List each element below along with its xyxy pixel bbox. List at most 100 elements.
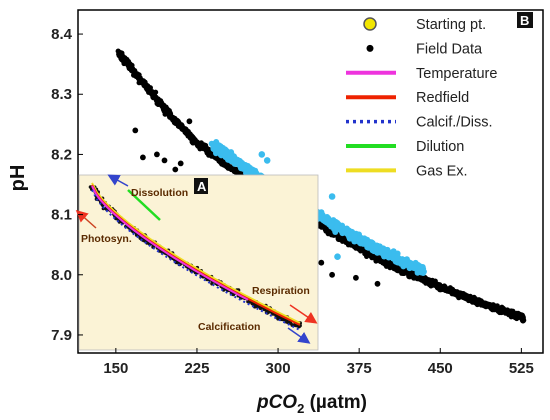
data-point bbox=[442, 287, 448, 293]
data-point bbox=[461, 293, 467, 299]
inset-model-lines bbox=[91, 182, 301, 331]
data-point bbox=[476, 297, 482, 303]
data-point bbox=[131, 72, 137, 78]
data-point bbox=[381, 246, 388, 253]
data-point bbox=[341, 228, 348, 235]
legend-item-field-data: Field Data bbox=[366, 41, 483, 57]
inset-line-calcif bbox=[91, 189, 301, 331]
inset-panel: Dissolution Photosyn. Respiration Calcif… bbox=[75, 174, 319, 351]
legend-item-gas-ex: Gas Ex. bbox=[346, 163, 468, 179]
data-point bbox=[160, 104, 166, 110]
dissolution-arrow bbox=[107, 174, 129, 187]
x-axis-title-unit: (µatm) bbox=[304, 392, 367, 413]
x-axis-title-prefix: pCO bbox=[256, 392, 297, 413]
outlier-point bbox=[374, 280, 381, 287]
inset-point bbox=[258, 306, 263, 311]
legend: Starting pt. Field Data Temperature Redfiel… bbox=[346, 17, 497, 179]
y-tick-label: 7.9 bbox=[51, 327, 72, 344]
data-point bbox=[334, 219, 341, 226]
x-tick-label: 525 bbox=[509, 360, 534, 377]
legend-item-dilution: Dilution bbox=[346, 139, 464, 155]
inset-panel-letter: A bbox=[197, 179, 207, 194]
data-point bbox=[407, 260, 414, 267]
data-point bbox=[357, 236, 364, 243]
inset-background bbox=[78, 174, 319, 351]
x-tick-label: 450 bbox=[428, 360, 453, 377]
data-point bbox=[373, 245, 379, 252]
inset-label-calcification: Calcification bbox=[198, 321, 260, 333]
outlier-point bbox=[263, 157, 271, 164]
data-point bbox=[422, 274, 428, 281]
data-point bbox=[480, 301, 486, 307]
outlier-point bbox=[140, 154, 146, 161]
data-point bbox=[138, 80, 145, 86]
outlier-point bbox=[328, 193, 336, 200]
legend-swatch bbox=[363, 17, 377, 31]
y-tick-label: 8.3 bbox=[51, 86, 72, 103]
data-point bbox=[351, 232, 358, 239]
outlier-point bbox=[154, 151, 160, 158]
inset-arrows bbox=[75, 174, 318, 344]
panel-letter: B bbox=[520, 13, 529, 28]
data-point bbox=[192, 137, 198, 143]
inset-line-temperature bbox=[91, 185, 249, 301]
data-point bbox=[402, 261, 409, 268]
y-axis-title: pH bbox=[7, 165, 29, 192]
data-point bbox=[199, 142, 206, 148]
y-tick-label: 8.2 bbox=[51, 146, 72, 163]
legend-item-redfield: Redfield bbox=[346, 90, 469, 106]
data-point bbox=[214, 156, 220, 162]
data-point bbox=[365, 240, 372, 247]
outlier-point bbox=[329, 271, 335, 278]
legend-item-temperature: Temperature bbox=[346, 66, 497, 82]
data-point bbox=[390, 264, 396, 270]
outlier-point bbox=[186, 118, 193, 125]
data-point bbox=[219, 146, 226, 153]
data-point bbox=[376, 255, 382, 261]
x-tick-label: 300 bbox=[266, 360, 291, 377]
data-point bbox=[359, 247, 365, 253]
data-point bbox=[487, 302, 493, 308]
data-point bbox=[325, 216, 331, 223]
data-point bbox=[153, 89, 159, 95]
data-point bbox=[394, 253, 401, 260]
data-point bbox=[226, 154, 233, 160]
inset-label-dissolution: Dissolution bbox=[131, 187, 188, 199]
data-point bbox=[399, 256, 406, 263]
data-point bbox=[382, 252, 389, 259]
data-point bbox=[170, 114, 176, 121]
data-point bbox=[121, 60, 127, 67]
outlier-point bbox=[172, 166, 179, 173]
x-axis-title-subscript: 2 bbox=[297, 401, 304, 416]
data-point bbox=[233, 157, 240, 164]
calcification-arrow bbox=[287, 327, 311, 344]
data-point bbox=[346, 235, 353, 242]
data-point bbox=[146, 89, 152, 95]
data-point bbox=[212, 144, 219, 151]
outlier-point bbox=[334, 253, 341, 260]
data-point bbox=[507, 310, 513, 316]
data-point bbox=[402, 270, 408, 276]
x-tick-label: 150 bbox=[103, 360, 128, 377]
panel-letter-box bbox=[517, 12, 533, 28]
legend-label: Calcif./Diss. bbox=[416, 115, 493, 131]
inset-letter-box bbox=[194, 178, 208, 194]
data-point bbox=[495, 306, 501, 312]
data-point bbox=[432, 278, 438, 284]
inset-line-dilution bbox=[127, 189, 161, 221]
legend-swatch bbox=[366, 44, 374, 52]
data-point bbox=[136, 74, 142, 80]
respiration-arrow bbox=[289, 304, 318, 324]
data-point bbox=[174, 117, 180, 124]
legend-label: Temperature bbox=[416, 66, 497, 82]
inset-label-respiration: Respiration bbox=[252, 285, 310, 297]
outlier-point bbox=[318, 259, 325, 266]
data-point bbox=[225, 164, 231, 170]
data-point bbox=[158, 98, 164, 104]
inset-line-gas-exchange bbox=[91, 182, 301, 324]
data-point bbox=[450, 290, 456, 296]
legend-label: Redfield bbox=[416, 90, 469, 106]
outlier-point bbox=[177, 160, 184, 167]
y-tick-label: 8.0 bbox=[51, 267, 72, 284]
outlier-point bbox=[240, 163, 247, 170]
